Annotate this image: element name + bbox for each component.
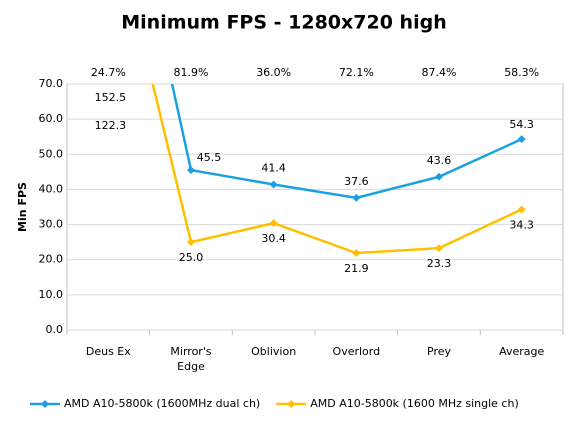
series-line bbox=[151, 84, 523, 255]
data-label: 23.3 bbox=[427, 257, 452, 270]
top-label: 58.3% bbox=[504, 66, 539, 79]
y-tick-label: 30.0 bbox=[39, 218, 64, 231]
top-label: 87.4% bbox=[422, 66, 457, 79]
top-label: 81.9% bbox=[174, 66, 209, 79]
point-marker bbox=[269, 180, 278, 189]
point-marker bbox=[187, 238, 195, 247]
legend-marker bbox=[41, 400, 49, 408]
point-marker bbox=[435, 244, 443, 253]
data-label: 152.5 bbox=[95, 91, 127, 104]
x-tick-label: Average bbox=[499, 345, 544, 358]
plot-clip bbox=[151, 84, 526, 258]
point-marker bbox=[517, 205, 526, 214]
data-label: 122.3 bbox=[95, 119, 127, 132]
point-marker bbox=[187, 166, 195, 175]
data-label: 37.6 bbox=[344, 175, 369, 188]
data-label: 30.4 bbox=[261, 232, 286, 245]
point-marker bbox=[435, 172, 443, 181]
y-tick-label: 20.0 bbox=[39, 253, 64, 266]
y-axis-title: Min FPS bbox=[16, 182, 29, 232]
y-tick-label: 0.0 bbox=[46, 323, 64, 336]
legend-label: AMD A10-5800k (1600MHz dual ch) bbox=[64, 397, 260, 410]
data-label: 21.9 bbox=[344, 262, 369, 275]
y-tick-label: 60.0 bbox=[39, 112, 64, 125]
data-label: 41.4 bbox=[261, 162, 286, 175]
top-label: 72.1% bbox=[339, 66, 374, 79]
data-label: 34.3 bbox=[509, 218, 534, 231]
legend-marker bbox=[287, 400, 296, 408]
top-label: 36.0% bbox=[256, 66, 291, 79]
point-marker bbox=[352, 193, 361, 202]
data-label: 45.5 bbox=[197, 151, 222, 164]
point-marker bbox=[269, 219, 278, 228]
legend-label: AMD A10-5800k (1600 MHz single ch) bbox=[310, 397, 519, 410]
y-tick-label: 10.0 bbox=[39, 288, 64, 301]
data-label: 54.3 bbox=[509, 118, 534, 131]
point-marker bbox=[517, 135, 526, 144]
x-tick-label: Overlord bbox=[333, 345, 381, 358]
x-tick-label: Oblivion bbox=[251, 345, 296, 358]
top-label: 24.7% bbox=[91, 66, 126, 79]
data-label: 43.6 bbox=[427, 154, 452, 167]
x-tick-label: Mirror's Edge bbox=[170, 345, 211, 373]
data-label: 25.0 bbox=[179, 251, 204, 264]
chart-title: Minimum FPS - 1280x720 high bbox=[121, 12, 446, 34]
y-tick-label: 70.0 bbox=[39, 77, 64, 90]
series-line bbox=[170, 84, 523, 200]
x-tick-label: Deus Ex bbox=[86, 345, 131, 358]
y-tick-label: 50.0 bbox=[39, 147, 64, 160]
x-tick-label: Prey bbox=[427, 345, 451, 358]
y-tick-label: 40.0 bbox=[39, 182, 64, 195]
plot-area bbox=[66, 83, 564, 331]
point-marker bbox=[352, 249, 361, 258]
